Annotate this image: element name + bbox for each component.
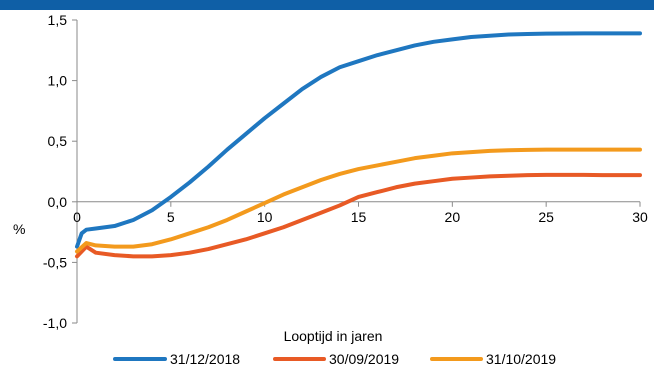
series-line-2 <box>75 172 642 259</box>
x-tick-label: 30 <box>632 209 648 225</box>
y-tick-label: 0,5 <box>48 133 68 149</box>
x-axis-label: Looptijd in jaren <box>284 328 383 344</box>
labels-group: % Looptijd in jaren <box>13 221 382 344</box>
series-line-1 <box>75 31 642 249</box>
x-tick-label: 15 <box>351 209 367 225</box>
legend-label-2: 30/09/2019 <box>329 351 399 367</box>
x-tick-label: 5 <box>167 209 175 225</box>
legend-label-3: 31/10/2019 <box>486 351 556 367</box>
y-tick-label: 1,5 <box>48 12 68 28</box>
series-line-3 <box>75 147 642 254</box>
y-tick-label: 1,0 <box>48 73 68 89</box>
series-group <box>75 31 642 259</box>
x-tick-label: 20 <box>445 209 461 225</box>
y-axis-label: % <box>13 221 25 237</box>
y-tick-label: -0,5 <box>43 254 67 270</box>
x-tick-label: 0 <box>73 209 81 225</box>
legend-label-1: 31/12/2018 <box>170 351 240 367</box>
x-tick-label: 25 <box>538 209 554 225</box>
header-strip <box>0 0 654 10</box>
axes-group: 1,5 1,0 0,5 0,0 -0,5 -1,0 0 5 10 15 20 25 30 <box>43 12 648 331</box>
x-tick-label: 10 <box>257 209 273 225</box>
y-tick-label: 0,0 <box>48 194 68 210</box>
y-tick-label: -1,0 <box>43 315 67 331</box>
legend: 31/12/2018 30/09/2019 31/10/2019 <box>113 351 556 367</box>
